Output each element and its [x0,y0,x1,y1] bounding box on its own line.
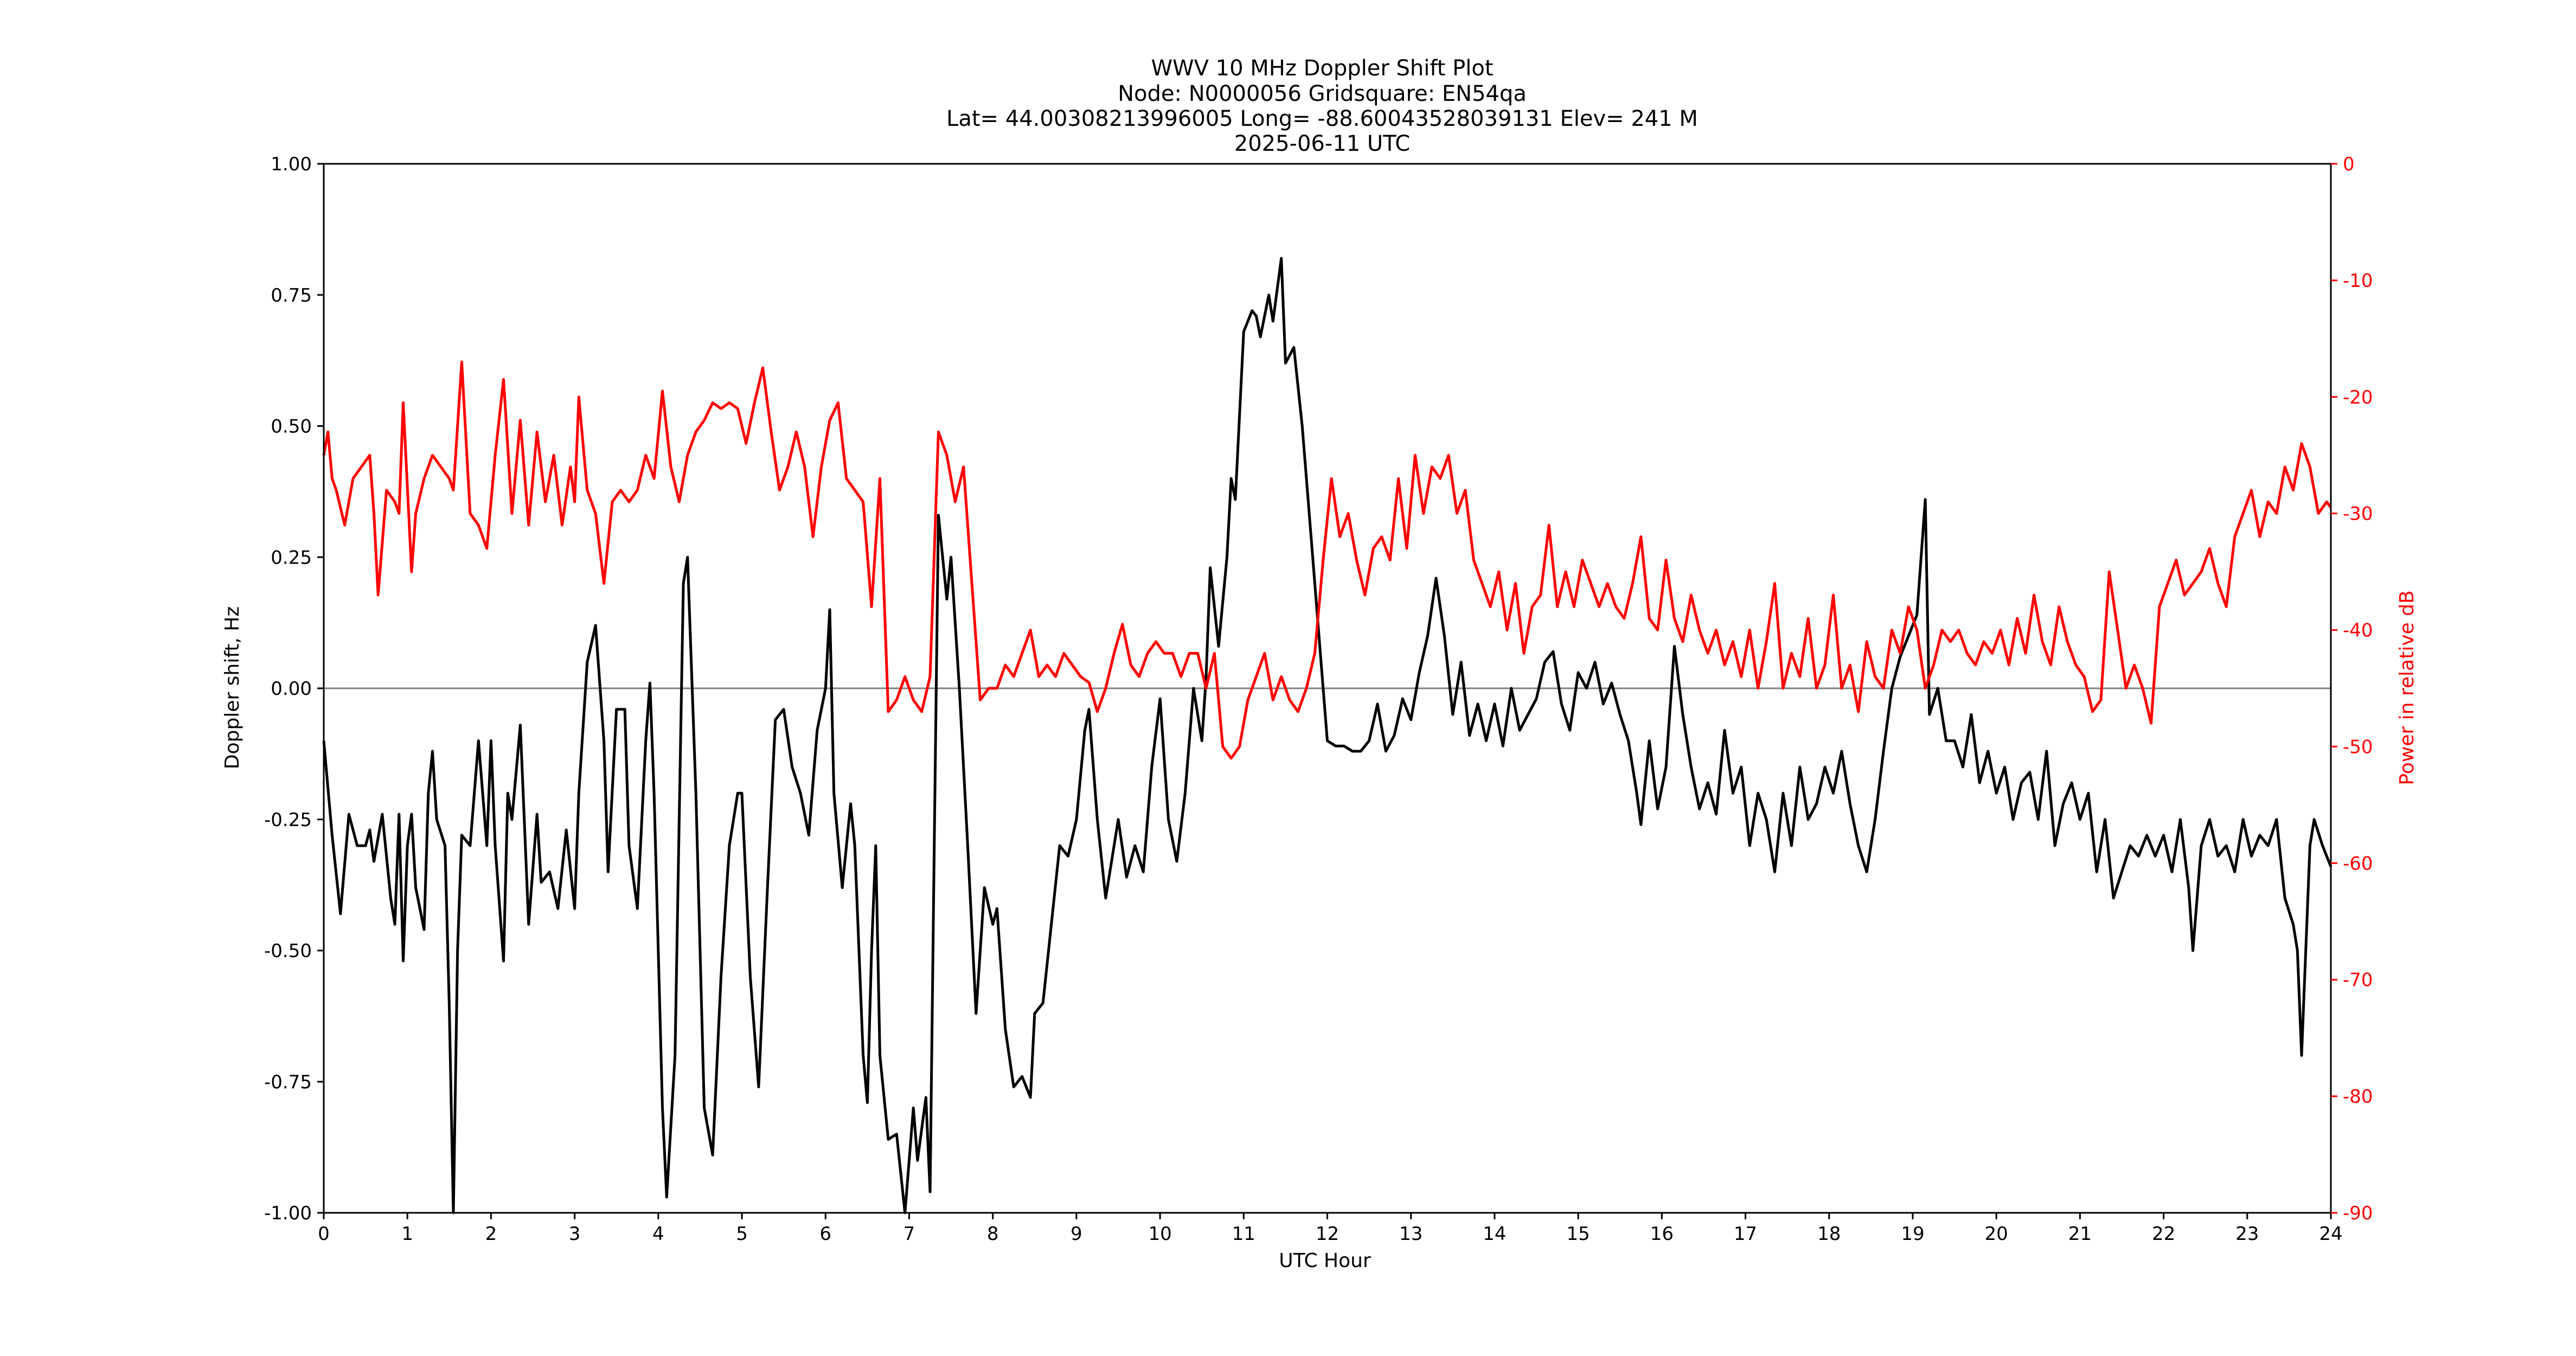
y-axis-left: 1.00 0.75 0.50 0.25 0.00 -0.25 -0.50 -0.75 -1.00 [264,153,324,1224]
x-tick-label: 18 [1817,1223,1841,1245]
x-tick-label: 7 [903,1223,915,1245]
y-left-tick-label: 0.50 [271,416,312,438]
x-tick-label: 5 [736,1223,748,1245]
y-left-tick-label: -0.75 [264,1071,312,1093]
y-left-tick-label: 0.25 [271,547,312,568]
x-tick-label: 24 [2319,1223,2342,1245]
y-right-tick-label: -50 [2343,736,2373,758]
x-tick-label: 17 [1734,1223,1757,1245]
x-tick-label: 19 [1901,1223,1924,1245]
x-axis-label: UTC Hour [1279,1250,1371,1272]
x-axis: 0 1 2 3 4 5 6 7 8 9 10 11 12 13 14 15 16 17 18 19 20 21 22 23 24 [318,1213,2343,1245]
y-right-tick-label: -10 [2343,270,2373,292]
x-tick-label: 2 [485,1223,497,1245]
chart-title: WWV 10 MHz Doppler Shift Plot Node: N000… [946,56,1698,156]
x-tick-label: 4 [652,1223,664,1245]
chart-title-line-2: Node: N0000056 Gridsquare: EN54qa [1118,81,1527,106]
x-tick-label: 23 [2235,1223,2259,1245]
chart-title-line-4: 2025-06-11 UTC [1234,131,1410,156]
x-tick-label: 12 [1316,1223,1339,1245]
chart-title-line-3: Lat= 44.00308213996005 Long= -88.6004352… [946,106,1698,131]
y-left-tick-label: -1.00 [264,1203,312,1224]
y-right-tick-label: 0 [2343,153,2355,175]
x-tick-label: 0 [318,1223,330,1245]
x-tick-label: 3 [569,1223,581,1245]
y-right-tick-label: -70 [2343,969,2373,991]
y-axis-right: 0 -10 -20 -30 -40 -50 -60 -70 -80 -90 [2331,153,2373,1224]
x-tick-label: 16 [1650,1223,1674,1245]
x-tick-label: 9 [1071,1223,1082,1245]
y-left-tick-label: -0.50 [264,941,312,962]
y-left-tick-label: 0.00 [271,678,312,700]
y-right-tick-label: -80 [2343,1086,2373,1108]
x-tick-label: 1 [401,1223,413,1245]
x-tick-label: 21 [2068,1223,2092,1245]
doppler-shift-series-line [322,257,2333,1214]
x-tick-label: 13 [1399,1223,1422,1245]
y-left-tick-label: 0.75 [271,285,312,306]
y-right-tick-label: -60 [2343,853,2373,874]
y-right-tick-label: -30 [2343,503,2373,525]
x-tick-label: 14 [1483,1223,1506,1245]
x-tick-label: 10 [1148,1223,1171,1245]
y-right-tick-label: -20 [2343,387,2373,408]
y-right-tick-label: -90 [2343,1203,2373,1224]
x-tick-label: 11 [1232,1223,1255,1245]
x-tick-label: 22 [2152,1223,2175,1245]
y-axis-left-label: Doppler shift, Hz [221,606,243,769]
plot-lines [322,257,2333,1214]
x-tick-label: 8 [987,1223,999,1245]
y-axis-right-label: Power in relative dB [2396,590,2418,785]
chart-title-line-1: WWV 10 MHz Doppler Shift Plot [1151,56,1493,81]
y-left-tick-label: -0.25 [264,809,312,831]
y-left-tick-label: 1.00 [271,153,312,175]
y-right-tick-label: -40 [2343,620,2373,642]
x-tick-label: 15 [1566,1223,1590,1245]
x-tick-label: 6 [819,1223,831,1245]
power-series-line [322,360,2333,760]
x-tick-label: 20 [1985,1223,2008,1245]
